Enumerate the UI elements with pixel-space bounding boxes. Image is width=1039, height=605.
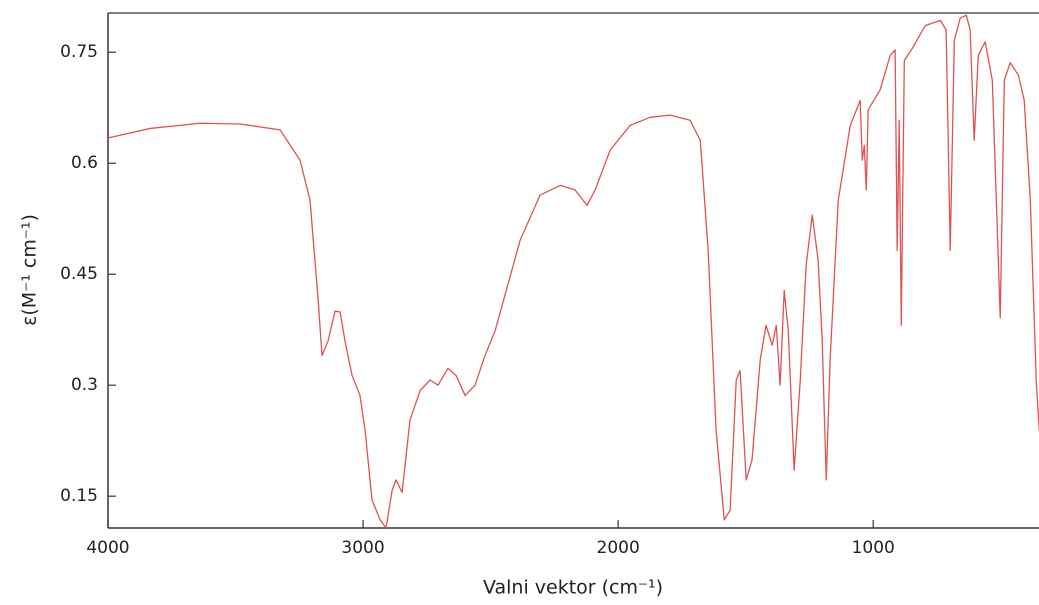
spectrum-line — [107, 14, 1039, 529]
y-tick-label: 0.75 — [60, 42, 98, 62]
x-tick-label: 2000 — [597, 538, 640, 558]
x-tick-label: 3000 — [341, 538, 384, 558]
x-axis-title: Valni vektor (cm⁻¹) — [483, 577, 663, 599]
y-tick-label: 0.6 — [71, 153, 98, 173]
y-tick-label: 0.45 — [60, 264, 98, 284]
y-axis-title: ε(M⁻¹ cm⁻¹) — [19, 214, 41, 326]
x-tick-label: 1000 — [852, 538, 895, 558]
x-tick-label: 4000 — [86, 538, 129, 558]
y-tick-label: 0.3 — [71, 375, 98, 395]
y-tick-label: 0.15 — [60, 486, 98, 506]
